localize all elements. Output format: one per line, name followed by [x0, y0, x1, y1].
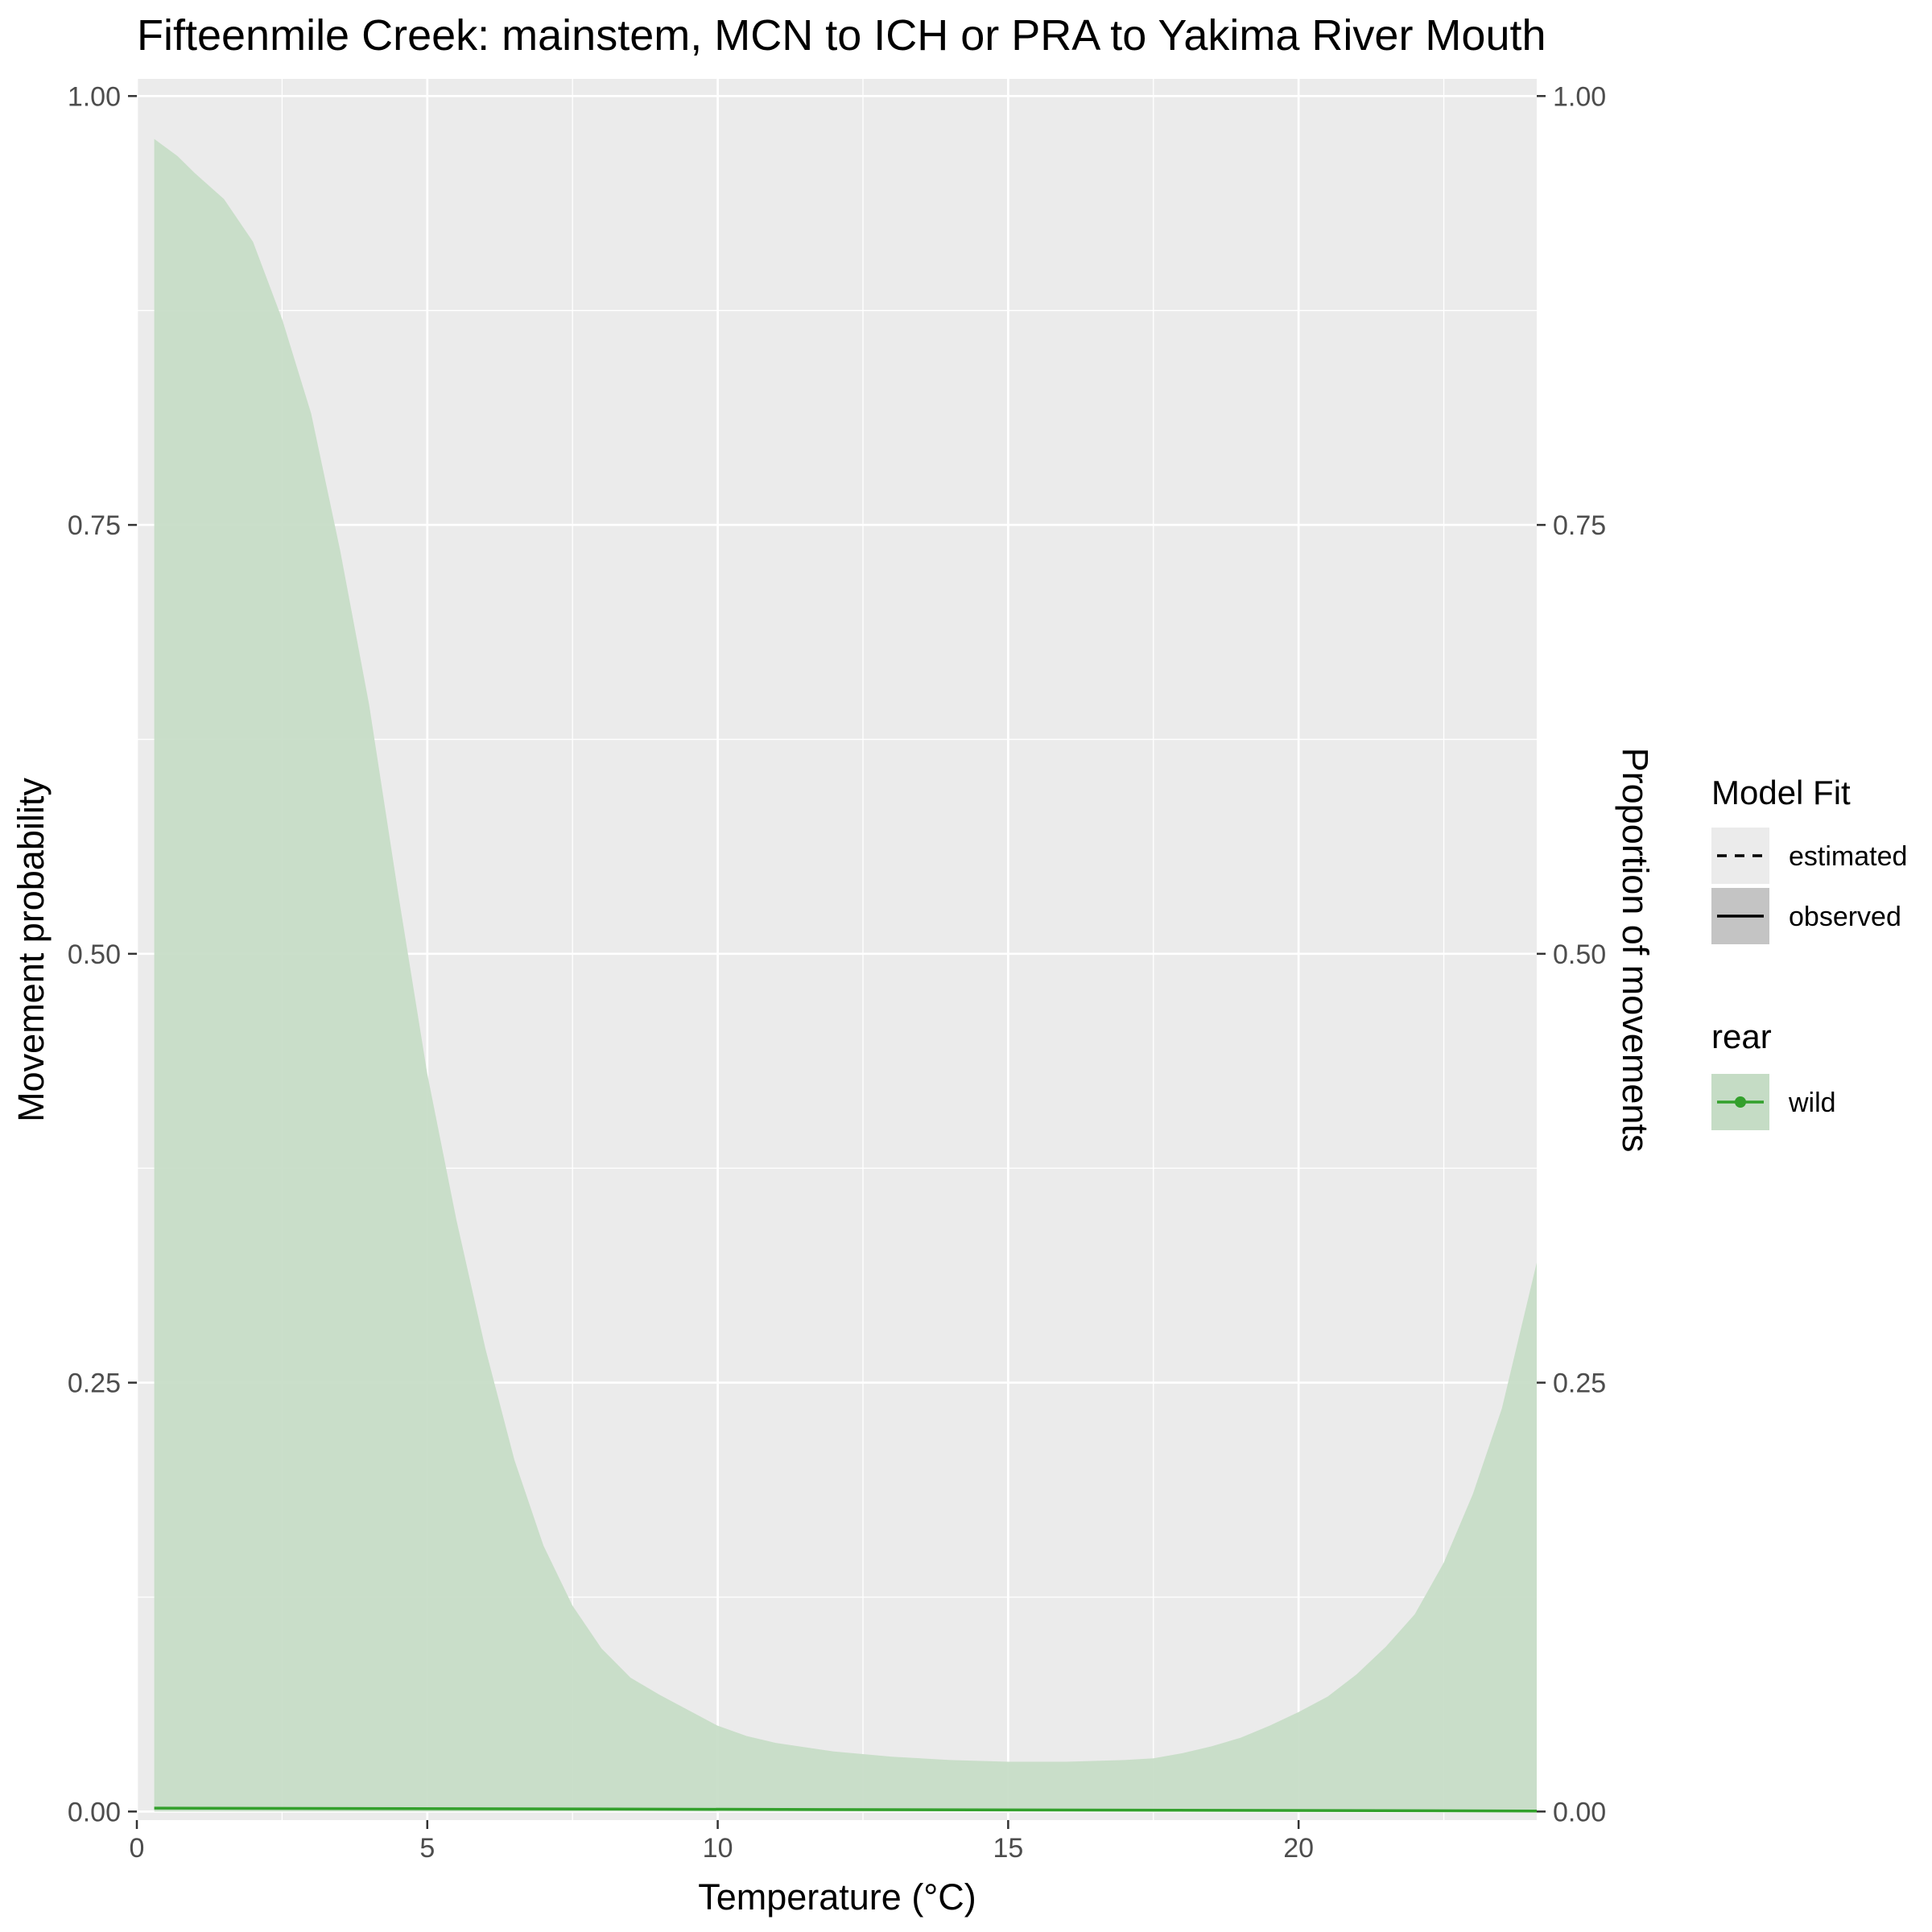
- x-axis-title: Temperature (°C): [698, 1876, 976, 1918]
- x-tick-label: 5: [419, 1833, 435, 1864]
- chart-title: Fifteenmile Creek: mainstem, MCN to ICH …: [137, 11, 1546, 60]
- right-y-tick-label: 0.75: [1553, 510, 1606, 541]
- right-y-tick-label: 0.50: [1553, 939, 1606, 970]
- x-tick-label: 20: [1283, 1833, 1314, 1864]
- x-tick-label: 0: [130, 1833, 145, 1864]
- wild-series-line: [154, 1806, 1538, 1813]
- y-tick-label: 0.00: [68, 1797, 121, 1827]
- legend-label-observed: observed: [1789, 902, 1901, 932]
- y-tick-label: 0.75: [68, 510, 121, 541]
- x-axis-ticks: 0 5 10 15 20: [130, 1820, 1314, 1864]
- wild-ribbon-area: [154, 138, 1538, 1812]
- right-y-tick-label: 0.00: [1553, 1797, 1606, 1827]
- x-tick-label: 10: [703, 1833, 733, 1864]
- right-y-axis-title: Proportion of movements: [1615, 748, 1656, 1153]
- right-y-tick-label: 1.00: [1553, 81, 1606, 112]
- y-tick-label: 0.50: [68, 939, 121, 970]
- left-y-axis-ticks: 0.00 0.25 0.50 0.75 1.00: [68, 81, 137, 1827]
- legend-label-estimated: estimated: [1789, 841, 1907, 872]
- legend-wild-point-icon: [1735, 1096, 1746, 1108]
- y-tick-label: 0.25: [68, 1368, 121, 1399]
- legend-title-model-fit: Model Fit: [1711, 774, 1851, 811]
- legend-label-wild: wild: [1788, 1088, 1836, 1118]
- x-tick-label: 15: [993, 1833, 1023, 1864]
- right-y-tick-label: 0.25: [1553, 1368, 1606, 1399]
- y-axis-title: Movement probability: [10, 778, 52, 1122]
- right-y-axis-ticks: 0.00 0.25 0.50 0.75 1.00: [1537, 81, 1606, 1827]
- y-tick-label: 1.00: [68, 81, 121, 112]
- legend: Model Fit estimated observed rear wild: [1711, 774, 1907, 1130]
- legend-title-rear: rear: [1711, 1018, 1772, 1055]
